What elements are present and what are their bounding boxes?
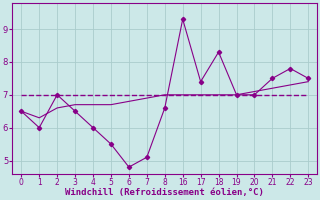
X-axis label: Windchill (Refroidissement éolien,°C): Windchill (Refroidissement éolien,°C)	[65, 188, 264, 197]
